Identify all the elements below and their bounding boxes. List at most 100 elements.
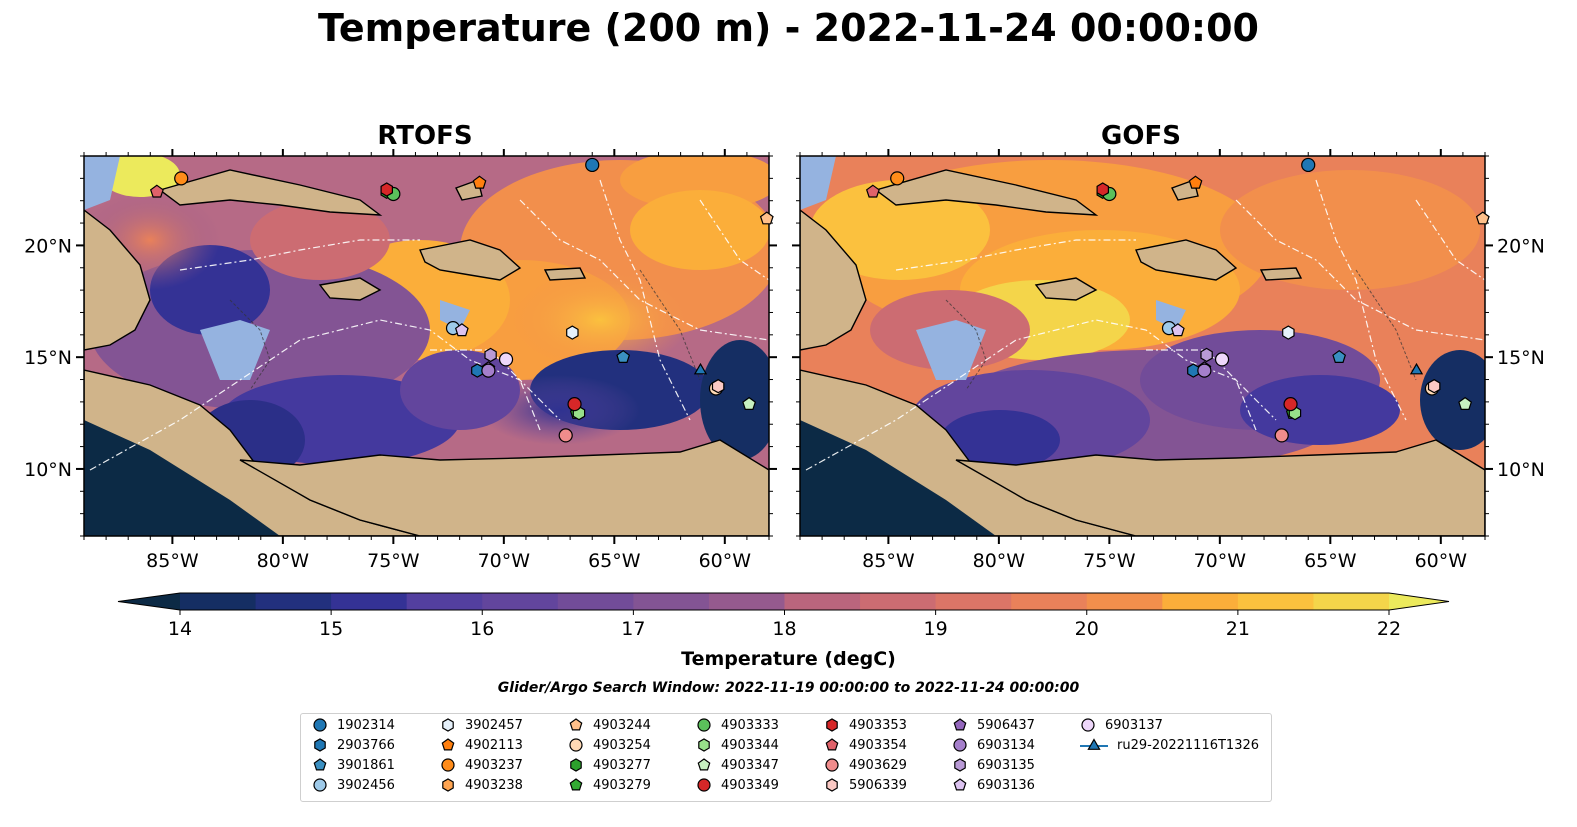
legend-shape	[953, 718, 967, 731]
lon-tick-label: 75°W	[1083, 550, 1136, 572]
legend-shape	[954, 758, 966, 772]
legend-item: 4903277	[567, 755, 651, 775]
colorbar-tick-label: 18	[772, 618, 796, 640]
legend-label: 3901861	[337, 757, 395, 773]
legend-marker-icon	[569, 718, 583, 731]
colorbar-segment	[784, 593, 861, 610]
float-marker	[1200, 347, 1213, 363]
lon-tick-label: 60°W	[1415, 550, 1468, 572]
lat-tick-label: 10°N	[24, 459, 72, 481]
legend-label: 4903244	[593, 717, 651, 733]
colorbar-extend-high	[1389, 593, 1449, 610]
legend-label: 4903349	[721, 777, 779, 793]
legend-marker-icon	[826, 718, 838, 732]
colorbar-tick-label: 19	[924, 618, 948, 640]
float-marker	[616, 349, 631, 363]
legend-label: 6903134	[977, 737, 1035, 753]
legend-shape	[825, 738, 839, 751]
legend: 1902314 2903766 3901861 3902456 3902457 49021…	[300, 713, 1272, 802]
legend-label: 4903344	[721, 737, 779, 753]
float-marker	[380, 182, 393, 197]
colorbar-tick-label: 14	[168, 618, 192, 640]
legend-item: 6903134	[951, 735, 1035, 755]
legend-marker-icon	[1081, 718, 1095, 732]
float-marker	[566, 325, 579, 340]
float-marker	[1197, 363, 1212, 378]
legend-marker-icon	[441, 738, 455, 751]
legend-shape	[441, 738, 455, 751]
float-marker	[454, 323, 469, 337]
float-marker	[472, 175, 487, 189]
legend-marker-icon	[697, 718, 711, 732]
legend-marker-icon	[442, 718, 454, 732]
float-marker	[711, 379, 725, 394]
float-marker	[1458, 396, 1473, 410]
legend-marker-icon	[313, 758, 327, 771]
legend-shape	[953, 778, 967, 791]
legend-shape	[442, 778, 454, 792]
legend-marker-icon	[953, 778, 967, 791]
legend-shape	[698, 738, 710, 752]
legend-label: 4903238	[465, 777, 523, 793]
figure-title: Temperature (200 m) - 2022-11-24 00:00:0…	[317, 6, 1259, 50]
lat-tick-label: 20°N	[1497, 235, 1545, 257]
legend-label: 6903137	[1105, 717, 1163, 733]
legend-label: 4903629	[849, 757, 907, 773]
legend-shape	[1087, 738, 1101, 750]
lon-tick-label: 75°W	[367, 550, 420, 572]
float-marker	[865, 184, 880, 198]
legend-marker-icon	[314, 738, 326, 752]
lon-tick-label: 80°W	[973, 550, 1026, 572]
lon-tick-label: 80°W	[257, 550, 310, 572]
colorbar-segment	[935, 593, 1012, 610]
legend-label: 4903277	[593, 757, 651, 773]
colorbar-segment	[255, 593, 332, 610]
colorbar-segment	[860, 593, 937, 610]
legend-item: 4903237	[439, 755, 523, 775]
panel-title-gofs: GOFS	[1101, 121, 1181, 151]
lon-tick-label: 70°W	[478, 550, 531, 572]
float-marker	[1301, 157, 1316, 173]
float-markers	[149, 157, 1490, 443]
legend-label: 5906437	[977, 717, 1035, 733]
legend-label: 4903353	[849, 717, 907, 733]
colorbar-segment	[1011, 593, 1088, 610]
colorbar-segment	[482, 593, 559, 610]
float-marker	[1214, 352, 1230, 367]
colorbar-segment	[1237, 593, 1314, 610]
legend-marker-icon	[441, 758, 455, 772]
legend-label: 4903254	[593, 737, 651, 753]
colorbar-tick-label: 15	[319, 618, 343, 640]
colorbar-segment	[406, 593, 483, 610]
legend-item: 1902314	[311, 715, 395, 735]
legend-item: 5906339	[823, 775, 907, 795]
legend-label: 4903354	[849, 737, 907, 753]
legend-shape	[314, 738, 326, 752]
legend-item: 3901861	[311, 755, 395, 775]
colorbar-tick-label: 17	[621, 618, 645, 640]
lon-tick-label: 60°W	[699, 550, 752, 572]
legend-item: 6903136	[951, 775, 1035, 795]
legend-marker-icon	[697, 778, 711, 792]
legend-marker-icon	[442, 778, 454, 792]
legend-item: ru29-20221116T1326	[1079, 735, 1259, 755]
float-marker	[1332, 349, 1347, 363]
legend-item: 6903135	[951, 755, 1035, 775]
colorbar-segment	[1313, 593, 1390, 610]
float-marker	[1409, 362, 1424, 375]
legend-item: 3902456	[311, 775, 395, 795]
map-panel-gofs	[799, 155, 1486, 537]
float-marker	[1170, 323, 1185, 337]
legend-label: 4903347	[721, 757, 779, 773]
legend-item: 4903349	[695, 775, 779, 795]
colorbar-tick-label: 16	[470, 618, 494, 640]
panel-title-rtofs: RTOFS	[377, 121, 473, 151]
legend-shape	[442, 718, 454, 732]
legend-item: 4903347	[695, 755, 779, 775]
legend-item: 5906437	[951, 715, 1035, 735]
search-window-text: Glider/Argo Search Window: 2022-11-19 00…	[497, 680, 1080, 696]
legend-marker-icon	[313, 718, 327, 732]
legend-item: 4903333	[695, 715, 779, 735]
float-marker	[567, 397, 582, 412]
